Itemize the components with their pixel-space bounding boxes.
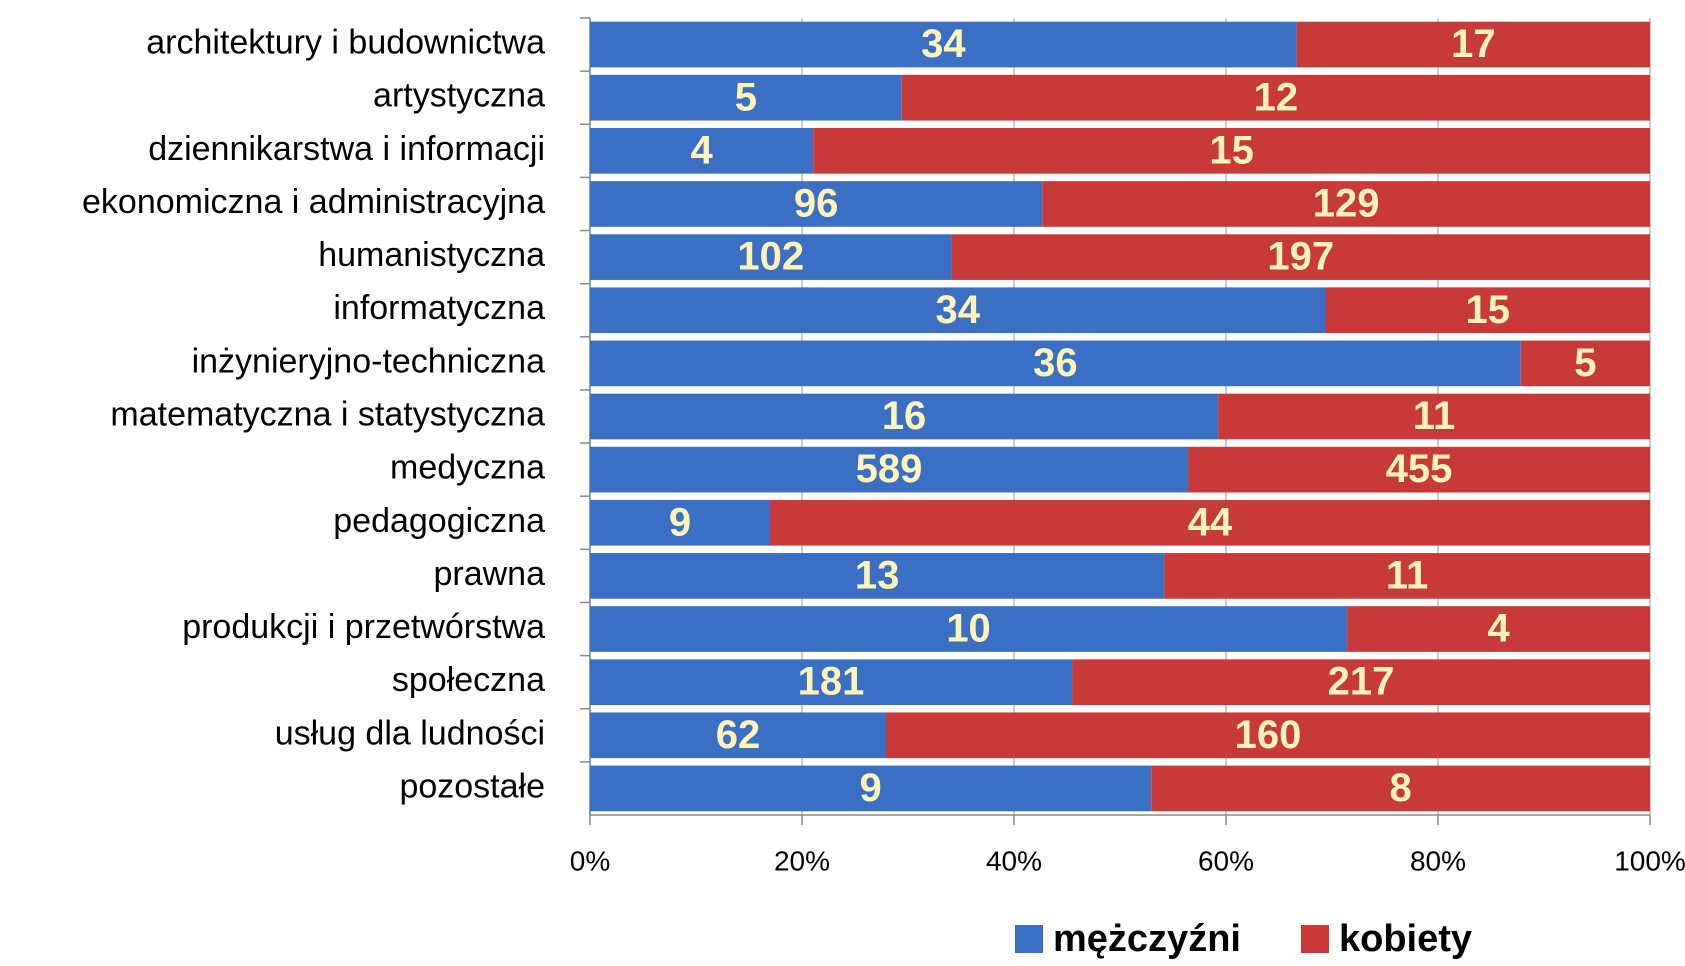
data-label: 589 (856, 447, 923, 491)
bar (901, 74, 1650, 121)
category-label: pozostałe (399, 767, 545, 805)
data-label: 11 (1386, 553, 1428, 597)
x-tick-label: 80% (1410, 845, 1466, 876)
bar (590, 765, 1152, 812)
data-label: 9 (669, 500, 691, 544)
bar (1347, 606, 1650, 652)
data-label: 5 (735, 75, 757, 119)
category-label: produkcji i przetwórstwa (182, 608, 545, 646)
category-label: inżynieryjno-techniczna (192, 342, 545, 380)
data-label: 129 (1313, 182, 1380, 226)
bar (813, 127, 1650, 174)
bar (590, 393, 1219, 440)
bar (590, 606, 1348, 652)
category-label: artystyczna (373, 77, 545, 115)
data-label: 15 (1209, 128, 1254, 172)
bar (1164, 553, 1650, 599)
data-label: 181 (798, 660, 865, 704)
bar (590, 446, 1189, 493)
category-label: prawna (433, 555, 545, 593)
legend-swatch (1300, 925, 1329, 953)
data-label: 10 (946, 607, 991, 651)
data-label: 12 (1254, 75, 1299, 119)
category-label: informatyczna (333, 289, 545, 327)
legend-label: kobiety (1339, 918, 1472, 960)
data-label: 217 (1328, 660, 1395, 704)
x-tick-label: 0% (570, 845, 610, 876)
category-label: ekonomiczna i administracyjna (82, 183, 545, 221)
bar (1218, 393, 1650, 440)
bar (590, 659, 1073, 706)
data-label: 15 (1466, 288, 1511, 332)
x-tick-label: 60% (1198, 845, 1254, 876)
data-label: 34 (921, 22, 966, 66)
category-label: społeczna (392, 661, 545, 699)
bar (1188, 446, 1650, 493)
bar (590, 127, 814, 174)
category-label: medyczna (390, 449, 545, 487)
x-tick-label: 40% (986, 845, 1042, 876)
data-label: 11 (1413, 394, 1455, 438)
data-label: 17 (1451, 22, 1496, 66)
category-label: humanistyczna (318, 236, 545, 274)
category-label: dziennikarstwa i informacji (148, 130, 545, 168)
data-label: 96 (794, 182, 839, 226)
legend-label: mężczyźni (1053, 918, 1241, 960)
data-label: 9 (859, 766, 881, 810)
data-label: 34 (936, 288, 981, 332)
bar (590, 21, 1297, 68)
bar (1151, 765, 1650, 812)
bar (590, 234, 952, 280)
data-label: 5 (1574, 341, 1596, 385)
bar (951, 234, 1650, 280)
data-label: 160 (1235, 713, 1302, 757)
data-label: 8 (1389, 766, 1411, 810)
bar (590, 287, 1326, 334)
data-label: 36 (1033, 341, 1078, 385)
category-label: pedagogiczna (333, 502, 545, 540)
bar (590, 712, 887, 759)
bar (590, 340, 1521, 387)
category-label: architektury i budownictwa (146, 24, 545, 62)
data-label: 44 (1188, 500, 1233, 544)
x-tick-label: 20% (774, 845, 830, 876)
bar (1042, 181, 1650, 227)
x-tick-label: 100% (1614, 845, 1685, 876)
bar (886, 712, 1650, 759)
bar (590, 181, 1043, 227)
bar (1296, 21, 1650, 68)
data-label: 4 (1487, 607, 1510, 651)
bar (1325, 287, 1650, 334)
bar (590, 499, 770, 546)
bar (770, 499, 1650, 546)
bar (1072, 659, 1650, 706)
data-label: 13 (855, 553, 900, 597)
bar (590, 553, 1165, 599)
category-label: usług dla ludności (275, 714, 545, 752)
bar (590, 74, 902, 121)
data-label: 62 (716, 713, 761, 757)
legend-swatch (1015, 925, 1043, 953)
bar (1520, 340, 1650, 387)
data-label: 102 (737, 235, 804, 279)
data-label: 16 (882, 394, 927, 438)
category-label: matematyczna i statystyczna (110, 395, 545, 433)
data-label: 197 (1267, 235, 1334, 279)
data-label: 4 (690, 128, 713, 172)
data-label: 455 (1386, 447, 1453, 491)
